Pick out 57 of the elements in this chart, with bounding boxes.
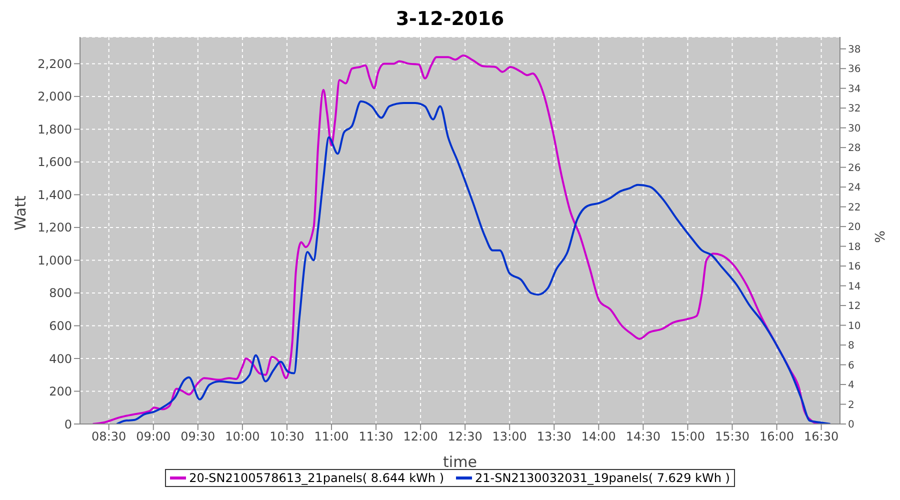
y2-tick-label: 20 [848,222,861,234]
y-tick-label: 800 [49,286,72,300]
y2-tick-label: 34 [848,84,861,95]
x-tick-label: 14:00 [581,430,616,444]
y-axis-title: Watt [11,196,30,230]
x-tick-label: 13:00 [492,430,527,444]
y-tick-label: 1,600 [38,155,72,170]
x-tick-label: 10:00 [225,430,260,444]
y-tick-label: 1,200 [38,220,72,235]
x-tick-label: 16:30 [804,430,839,444]
line-series [92,54,820,424]
y2-tick-label: 16 [848,262,861,273]
chart-title: 3-12-2016 [394,8,506,32]
legend-label: 21-SN2130032031_19panels( 7.629 kWh ) [475,471,730,485]
y2-tick-label: 6 [848,360,854,372]
y2-tick-label: 4 [848,380,854,392]
x-tick-label: 15:30 [714,430,750,444]
y2-tick-label: 10 [848,320,861,332]
y2-tick-label: 36 [848,64,861,76]
x-tick-label: 15:00 [670,430,706,444]
line-series [116,100,832,424]
y-tick-label: 400 [49,352,72,366]
y-tick-label: 2,200 [38,56,72,71]
x-tick-label: 09:30 [180,430,216,444]
x-tick-label: 08:30 [92,430,126,444]
x-tick-label: 10:30 [270,430,304,444]
y2-tick-label: 22 [848,202,861,214]
x-tick-label: 12:00 [403,430,438,444]
legend-label: 20-SN2100578613_21panels( 8.644 kWh ) [189,471,444,485]
x-tick-label: 14:30 [626,430,660,444]
y2-axis-title: % [874,230,889,243]
x-tick-label: 11:00 [314,430,349,444]
x-tick-label: 12:30 [448,430,482,444]
y2-tick-label: 26 [848,162,861,174]
x-tick-label: 16:00 [759,430,794,444]
y2-tick-label: 32 [848,104,861,115]
y-tick-label: 0 [64,417,72,432]
y2-tick-label: 28 [848,143,861,154]
y2-tick-label: 38 [848,44,861,56]
y2-tick-label: 18 [848,242,861,253]
y2-tick-label: 2 [848,400,854,411]
y-tick-label: 600 [49,318,72,333]
x-tick-label: 11:30 [358,430,394,444]
y-tick-label: 1,400 [38,188,72,202]
x-axis-title: time [443,453,477,471]
y2-tick-label: 14 [848,281,861,292]
y2-tick-label: 12 [848,301,861,312]
y2-tick-label: 24 [848,182,861,194]
y2-tick-label: 8 [848,340,854,352]
y-tick-label: 1,800 [38,122,72,136]
y2-tick-label: 30 [848,123,861,134]
y-tick-label: 1,000 [38,253,72,268]
x-tick-label: 09:00 [136,430,171,444]
y-tick-label: 2,000 [38,90,72,104]
x-tick-label: 13:30 [536,430,572,444]
y-tick-label: 200 [49,384,72,399]
y2-tick-label: 0 [848,420,854,431]
